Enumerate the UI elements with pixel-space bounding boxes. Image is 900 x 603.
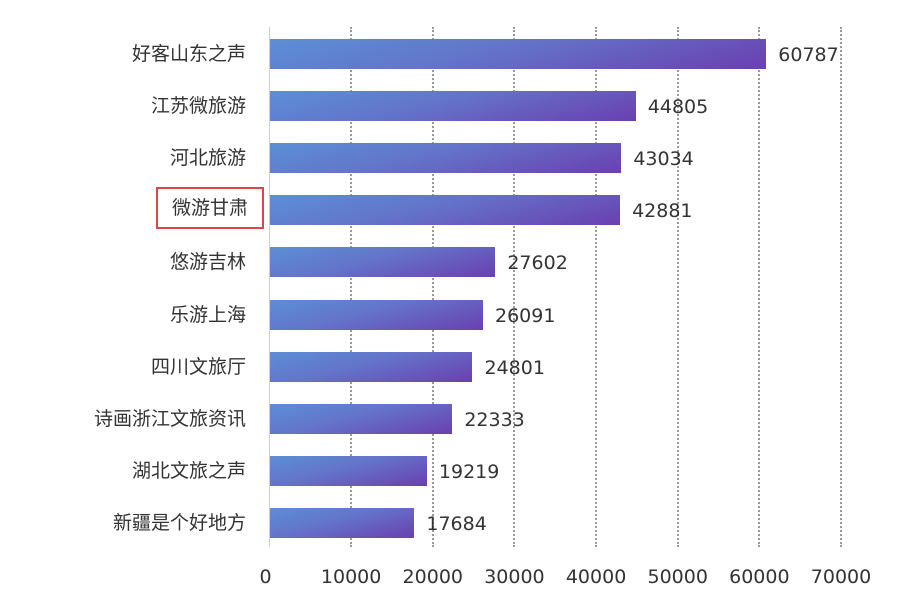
category-label: 四川文旅厅 [150,355,246,378]
value-label: 42881 [632,200,693,223]
value-label: 27602 [507,252,568,275]
x-tick-label: 10000 [320,566,382,588]
bar [270,195,621,226]
bar [270,91,636,122]
gridline [840,27,842,547]
value-label: 26091 [495,304,556,327]
category-label: 新疆是个好地方 [112,511,246,534]
bar-row: 微游甘肃 42881 [0,187,900,230]
bar [270,39,767,69]
x-tick-label: 40000 [565,566,627,588]
category-label: 悠游吉林 [169,251,246,274]
gridline [758,27,761,547]
bar [270,351,473,382]
x-tick-label: 0 [259,566,272,588]
bar [270,247,496,278]
bar [270,299,483,330]
value-label: 22333 [464,408,525,431]
y-axis-line [269,27,270,547]
bar-row: 河北旅游 43034 [0,143,900,174]
value-label: 24801 [484,356,545,379]
bar-row: 新疆是个好地方 17684 [0,507,900,538]
x-tick-label: 70000 [810,566,872,588]
bar-row: 四川文旅厅 24801 [0,351,900,382]
bar-row: 诗画浙江文旅资讯 22333 [0,403,900,434]
bar-row: 江苏微旅游 44805 [0,91,900,122]
bar-row: 好客山东之声 60787 [0,39,900,69]
value-label: 19219 [438,460,500,483]
x-tick-label: 50000 [647,566,708,588]
value-label: 44805 [647,96,709,119]
bar [270,455,427,486]
x-tick-label: 20000 [402,566,464,588]
value-label: 60787 [778,44,839,66]
gridline [676,27,679,547]
category-label: 湖北文旅之声 [131,459,246,482]
value-label: 17684 [426,512,487,535]
bar [270,143,622,174]
bar [270,507,415,538]
bar-row: 悠游吉林 27602 [0,247,900,278]
gridline [595,27,598,547]
gridline [431,27,434,547]
category-label: 诗画浙江文旅资讯 [93,407,246,430]
value-label: 43034 [633,148,694,171]
bar-row: 乐游上海 26091 [0,299,900,330]
bar [270,403,453,434]
bar-row: 湖北文旅之声 19219 [0,455,900,486]
category-label: 乐游上海 [169,303,246,326]
gridline [513,27,516,547]
x-tick-label: 30000 [484,566,545,588]
category-label: 好客山东之声 [131,43,246,65]
category-label: 江苏微旅游 [150,95,246,118]
category-label: 河北旅游 [169,147,246,170]
gridline [350,27,353,547]
highlighted-category-label: 微游甘肃 [155,187,265,230]
x-tick-label: 60000 [729,566,790,588]
